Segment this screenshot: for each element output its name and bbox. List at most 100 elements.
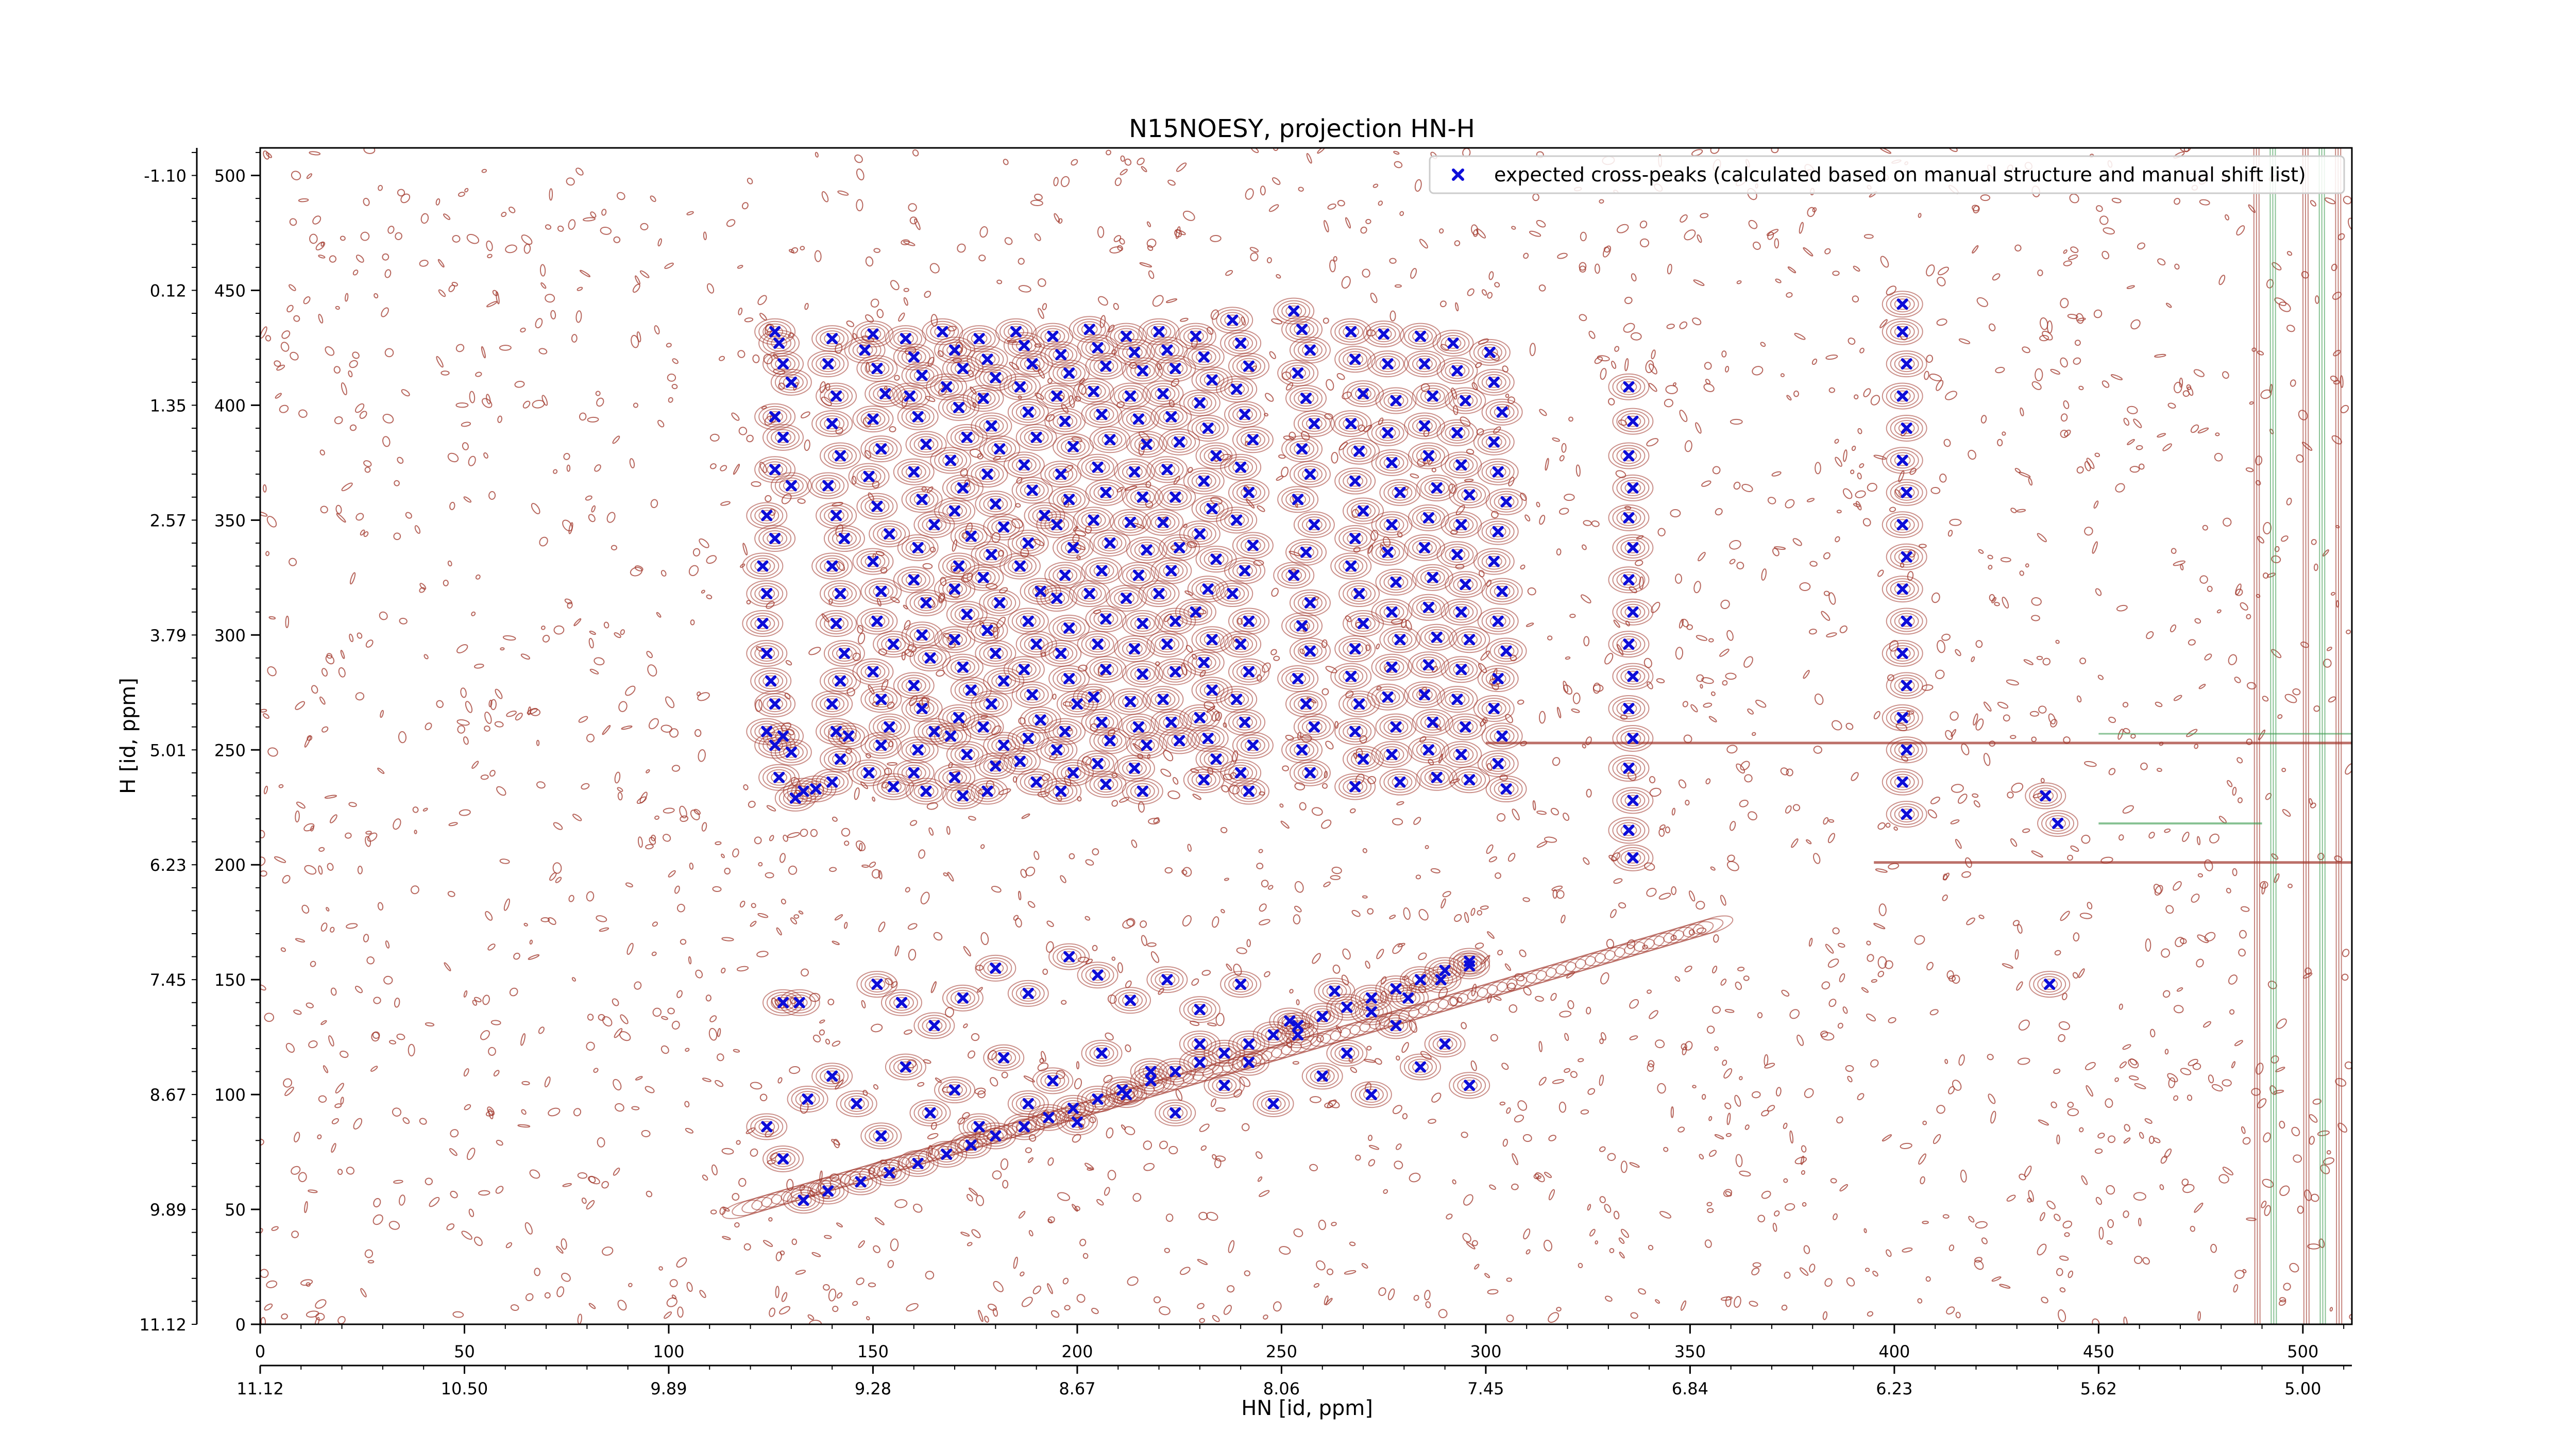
cross-peak-marker bbox=[785, 480, 797, 492]
cross-peak-marker bbox=[1161, 344, 1173, 356]
cross-peak-marker bbox=[998, 1052, 1010, 1064]
cross-peak-marker bbox=[994, 597, 1006, 609]
cross-peak-marker bbox=[826, 776, 838, 788]
cross-peak-marker bbox=[1288, 569, 1300, 581]
cross-peak-marker bbox=[1308, 418, 1320, 430]
cross-peak-marker bbox=[1170, 491, 1181, 503]
cross-peak-marker bbox=[1141, 544, 1153, 556]
cross-peak-marker bbox=[1292, 673, 1304, 684]
cross-peak-marker bbox=[1067, 441, 1079, 452]
x-ppm-tick-label: 5.00 bbox=[2284, 1379, 2321, 1399]
cross-peak-marker bbox=[1227, 314, 1239, 326]
cross-peak-marker bbox=[928, 519, 940, 531]
y-tick-label: 400 bbox=[214, 396, 246, 415]
cross-peak-marker bbox=[1439, 965, 1451, 976]
cross-peak-marker bbox=[1239, 409, 1251, 420]
cross-peak-marker bbox=[831, 510, 842, 521]
cross-peak-marker bbox=[981, 353, 993, 365]
cross-peak-marker bbox=[990, 498, 1002, 510]
cross-peak-marker bbox=[1901, 358, 1912, 370]
cross-peak-marker bbox=[1096, 409, 1108, 420]
plot-area bbox=[259, 147, 2353, 1325]
cross-peak-marker bbox=[949, 634, 960, 646]
cross-peak-marker bbox=[831, 390, 842, 402]
cross-peak-marker bbox=[916, 703, 928, 714]
y-tick-label: 350 bbox=[214, 511, 246, 530]
cross-peak-markers bbox=[757, 298, 2064, 1206]
cross-peak-marker bbox=[957, 992, 969, 1004]
cross-peak-marker bbox=[1170, 666, 1181, 678]
cross-peak-marker bbox=[1627, 542, 1639, 553]
cross-peak-marker bbox=[1174, 735, 1185, 747]
x-tick-label: 100 bbox=[653, 1342, 684, 1361]
cross-peak-marker bbox=[1096, 716, 1108, 728]
cross-peak-marker bbox=[875, 1130, 887, 1142]
cross-peak-marker bbox=[949, 505, 960, 517]
cross-peak-marker bbox=[1100, 360, 1112, 372]
cross-peak-marker bbox=[1157, 388, 1169, 400]
cross-peak-marker bbox=[916, 369, 928, 381]
cross-peak-marker bbox=[1231, 514, 1243, 526]
cross-peak-marker bbox=[1365, 1006, 1377, 1018]
cross-peak-marker bbox=[1390, 721, 1402, 733]
cross-peak-marker bbox=[1100, 664, 1112, 676]
cross-peak-marker bbox=[981, 625, 993, 636]
cross-peak-marker bbox=[1055, 785, 1067, 797]
cross-peak-marker bbox=[908, 466, 920, 478]
cross-peak-marker bbox=[1896, 583, 1908, 595]
cross-peak-marker bbox=[1170, 363, 1181, 375]
cross-peak-marker bbox=[769, 326, 781, 338]
cross-peak-marker bbox=[973, 333, 985, 345]
cross-peak-marker bbox=[957, 363, 969, 375]
cross-peak-marker bbox=[1247, 434, 1259, 446]
cross-peak-marker bbox=[1349, 781, 1361, 793]
cross-peak-marker bbox=[769, 533, 781, 544]
cross-peak-marker bbox=[1194, 397, 1206, 409]
cross-peak-marker bbox=[1243, 1056, 1255, 1068]
cross-peak-marker bbox=[1386, 661, 1398, 673]
cross-peak-marker bbox=[1492, 466, 1504, 478]
cross-peak-marker bbox=[1896, 298, 1908, 310]
cross-peak-marker bbox=[785, 376, 797, 388]
cross-peak-marker bbox=[1382, 691, 1394, 703]
cross-peak-marker bbox=[826, 698, 838, 710]
cross-peak-marker bbox=[1349, 475, 1361, 487]
cross-peak-marker bbox=[1623, 574, 1635, 586]
cross-peak-marker bbox=[1896, 776, 1908, 788]
cross-peak-marker bbox=[1121, 593, 1132, 604]
cross-peak-marker bbox=[1039, 510, 1050, 521]
cross-peak-marker bbox=[1378, 328, 1389, 340]
cross-peak-marker bbox=[1194, 1056, 1206, 1068]
cross-peak-marker bbox=[1165, 716, 1177, 728]
cross-peak-marker bbox=[1296, 324, 1308, 335]
cross-peak-marker bbox=[1422, 512, 1434, 524]
cross-peak-marker bbox=[965, 1139, 977, 1151]
cross-peak-marker bbox=[1358, 505, 1369, 517]
cross-peak-marker bbox=[1125, 696, 1136, 707]
cross-peak-marker bbox=[1063, 367, 1075, 379]
cross-peak-marker bbox=[871, 363, 883, 375]
cross-peak-marker bbox=[879, 388, 891, 400]
cross-peak-marker bbox=[1451, 549, 1463, 561]
cross-peak-marker bbox=[884, 528, 895, 540]
cross-peak-marker bbox=[1129, 466, 1140, 478]
cross-peak-marker bbox=[757, 560, 769, 572]
cross-peak-marker bbox=[1358, 753, 1369, 765]
y-ppm-tick-label: 5.01 bbox=[150, 740, 187, 760]
cross-peak-marker bbox=[990, 648, 1002, 659]
cross-peak-marker bbox=[1358, 618, 1369, 629]
cross-peak-marker bbox=[1137, 618, 1148, 629]
cross-peak-marker bbox=[826, 418, 838, 430]
cross-peak-marker bbox=[1137, 491, 1148, 503]
cross-peak-marker bbox=[1202, 583, 1214, 595]
cross-peak-marker bbox=[1316, 1070, 1328, 1082]
cross-peak-marker bbox=[777, 997, 789, 1008]
cross-peak-marker bbox=[1239, 565, 1251, 577]
cross-peak-marker bbox=[1083, 324, 1095, 335]
cross-peak-marker bbox=[1145, 1066, 1157, 1077]
cross-peak-marker bbox=[945, 454, 957, 466]
cross-peak-marker bbox=[1235, 979, 1247, 990]
cross-peak-marker bbox=[1427, 716, 1438, 728]
cross-peak-marker bbox=[1627, 795, 1639, 806]
cross-peak-marker bbox=[875, 739, 887, 751]
